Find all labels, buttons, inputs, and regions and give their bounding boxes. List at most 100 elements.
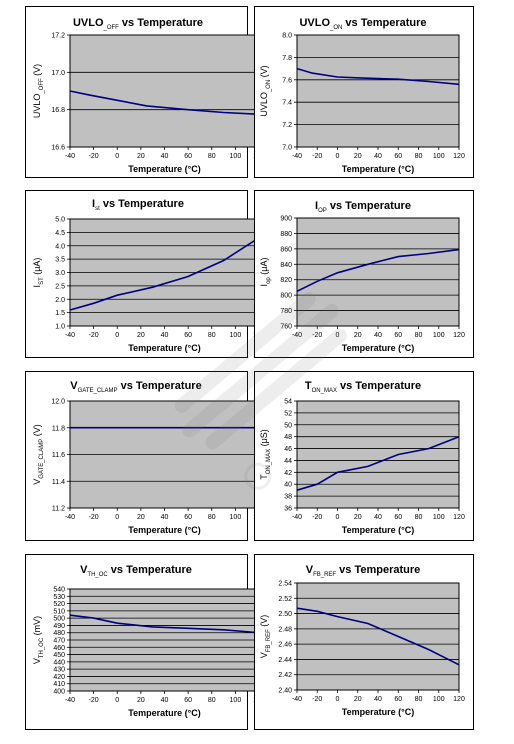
x-tick-label: -20 — [89, 697, 99, 704]
y-tick-label: 800 — [280, 293, 292, 300]
y-tick-label: 44 — [284, 458, 292, 465]
y-tick-label: 5.0 — [55, 217, 65, 224]
y-tick-label: 500 — [53, 616, 65, 623]
y-tick-label: 420 — [53, 674, 65, 681]
x-tick-label: 0 — [115, 332, 119, 339]
x-tick-label: 100 — [230, 514, 242, 521]
chart-vth-oc: VTH_OC vs Temperature4004104204304404504… — [32, 564, 265, 718]
y-tick-label: 3.0 — [55, 270, 65, 277]
x-tick-label: 80 — [208, 332, 216, 339]
y-tick-label: 52 — [284, 410, 292, 417]
y-tick-label: 50 — [284, 422, 292, 429]
y-tick-label: 820 — [280, 277, 292, 284]
y-tick-label: 2.46 — [278, 642, 292, 649]
y-axis-label: VFB_REF (V) — [259, 615, 272, 659]
x-axis-label: Temperature (°C) — [128, 708, 200, 718]
y-tick-label: 11.2 — [52, 506, 65, 513]
x-axis-label: Temperature (°C) — [342, 707, 414, 717]
x-tick-label: 20 — [137, 697, 145, 704]
x-tick-label: -40 — [292, 514, 302, 521]
x-tick-label: 20 — [137, 332, 145, 339]
x-axis-label: Temperature (°C) — [128, 164, 200, 174]
y-axis-label-group: VFB_REF (V) — [259, 615, 272, 659]
x-tick-label: 80 — [208, 153, 216, 160]
y-tick-label: 400 — [53, 689, 65, 696]
y-tick-label: 2.52 — [278, 596, 292, 603]
y-tick-label: 2.54 — [278, 581, 292, 588]
chart-title: UVLO_ON vs Temperature — [299, 17, 426, 31]
y-tick-label: 450 — [53, 652, 65, 659]
plot-area — [296, 400, 460, 509]
x-tick-label: -40 — [65, 153, 75, 160]
x-tick-label: 40 — [161, 514, 169, 521]
y-axis-label: IST (μA) — [32, 258, 45, 288]
plot-area — [296, 217, 460, 327]
y-tick-label: 11.6 — [52, 452, 65, 459]
x-tick-label: 100 — [433, 696, 445, 703]
chart-title: VGATE_CLAMP vs Temperature — [70, 380, 201, 394]
x-tick-label: 100 — [433, 153, 445, 160]
chart-ist: Ist vs Temperature 1.0 1.5 2.0 2.5 3.0 3.5 4.0 4… — [32, 198, 265, 353]
y-axis-label: UVLO_ON (V) — [259, 65, 272, 116]
y-tick-label: 4.0 — [55, 243, 65, 250]
x-tick-label: -20 — [312, 153, 322, 160]
x-tick-label: 20 — [137, 153, 145, 160]
x-tick-label: 80 — [415, 696, 423, 703]
x-tick-label: 20 — [354, 153, 362, 160]
chart-title: VFB_REF vs Temperature — [306, 564, 421, 578]
y-tick-label: 17.2 — [51, 33, 65, 40]
y-tick-label: 36 — [284, 506, 292, 513]
x-tick-label: 0 — [336, 696, 340, 703]
x-tick-label: 100 — [230, 697, 242, 704]
chart-panel-uvlo-off: UVLO_OFF vs Temperature 16.6 16.8 17.0 17.2 -… — [25, 6, 265, 178]
x-tick-label: 20 — [354, 332, 362, 339]
x-tick-label: 0 — [115, 697, 119, 704]
chart-ton-max: TON_MAX vs Temperature 36 38 40 42 44 46 48 50 52… — [259, 380, 465, 535]
chart-uvlo-on: UVLO_ON vs Temperature 7.0 7.2 7.4 7.6 7.8 8.0… — [259, 17, 465, 174]
x-tick-label: -20 — [89, 153, 99, 160]
chart-panel-uvlo-on: UVLO_ON vs Temperature 7.0 7.2 7.4 7.6 7.8 8.0… — [254, 6, 474, 178]
y-tick-label: 11.8 — [52, 425, 65, 432]
x-axis-label: Temperature (°C) — [128, 343, 200, 353]
y-tick-label: 7.8 — [282, 55, 292, 62]
x-tick-label: 60 — [394, 514, 402, 521]
chart-vgate-clamp: VGATE_CLAMP vs Temperature 11.2 11.4 11.6 11… — [32, 380, 265, 535]
y-tick-label: 54 — [284, 399, 292, 406]
chart-panel-ist: Ist vs Temperature 1.0 1.5 2.0 2.5 3.0 3.5 4.0 4… — [25, 190, 265, 358]
series-line — [69, 614, 260, 634]
x-axis-label: Temperature (°C) — [342, 164, 414, 174]
y-tick-label: 46 — [284, 446, 292, 453]
x-tick-label: 0 — [336, 153, 340, 160]
y-tick-label: 460 — [53, 645, 65, 652]
chart-panel-vth-oc: VTH_OC vs Temperature 400 410 420 430 440 450 4… — [25, 554, 265, 730]
x-tick-label: 120 — [453, 696, 465, 703]
x-tick-label: -20 — [312, 514, 322, 521]
y-axis-label: VGATE_CLAMP (V) — [32, 424, 45, 484]
chart-panel-ton-max: TON_MAX vs Temperature 36 38 40 42 44 46 48 50 52… — [254, 371, 474, 541]
y-axis-label-group: Iop (μA) — [259, 258, 272, 287]
x-tick-label: 80 — [208, 697, 216, 704]
y-tick-label: 540 — [53, 587, 65, 594]
x-tick-label: 40 — [374, 696, 382, 703]
x-tick-label: 0 — [336, 332, 340, 339]
y-tick-label: 40 — [284, 482, 292, 489]
y-tick-label: 4.5 — [55, 230, 65, 237]
y-axis-label-group: TON_MAX (μS) — [259, 429, 272, 480]
y-tick-label: 42 — [284, 470, 292, 477]
series-line — [69, 237, 260, 311]
x-tick-label: -40 — [292, 153, 302, 160]
x-tick-label: 40 — [161, 697, 169, 704]
chart-title: VTH_OC vs Temperature — [80, 564, 192, 578]
series-line — [69, 90, 260, 116]
series-line — [296, 248, 460, 293]
y-tick-label: 440 — [53, 659, 65, 666]
y-tick-label: 11.4 — [52, 479, 65, 486]
x-tick-label: -40 — [65, 332, 75, 339]
chart-title: TON_MAX vs Temperature — [305, 380, 421, 394]
x-tick-label: 40 — [161, 153, 169, 160]
x-tick-label: 80 — [415, 153, 423, 160]
chart-title: UVLO_OFF vs Temperature — [73, 17, 203, 31]
plot-area — [69, 34, 260, 148]
y-tick-label: 520 — [53, 601, 65, 608]
x-tick-label: 60 — [394, 153, 402, 160]
